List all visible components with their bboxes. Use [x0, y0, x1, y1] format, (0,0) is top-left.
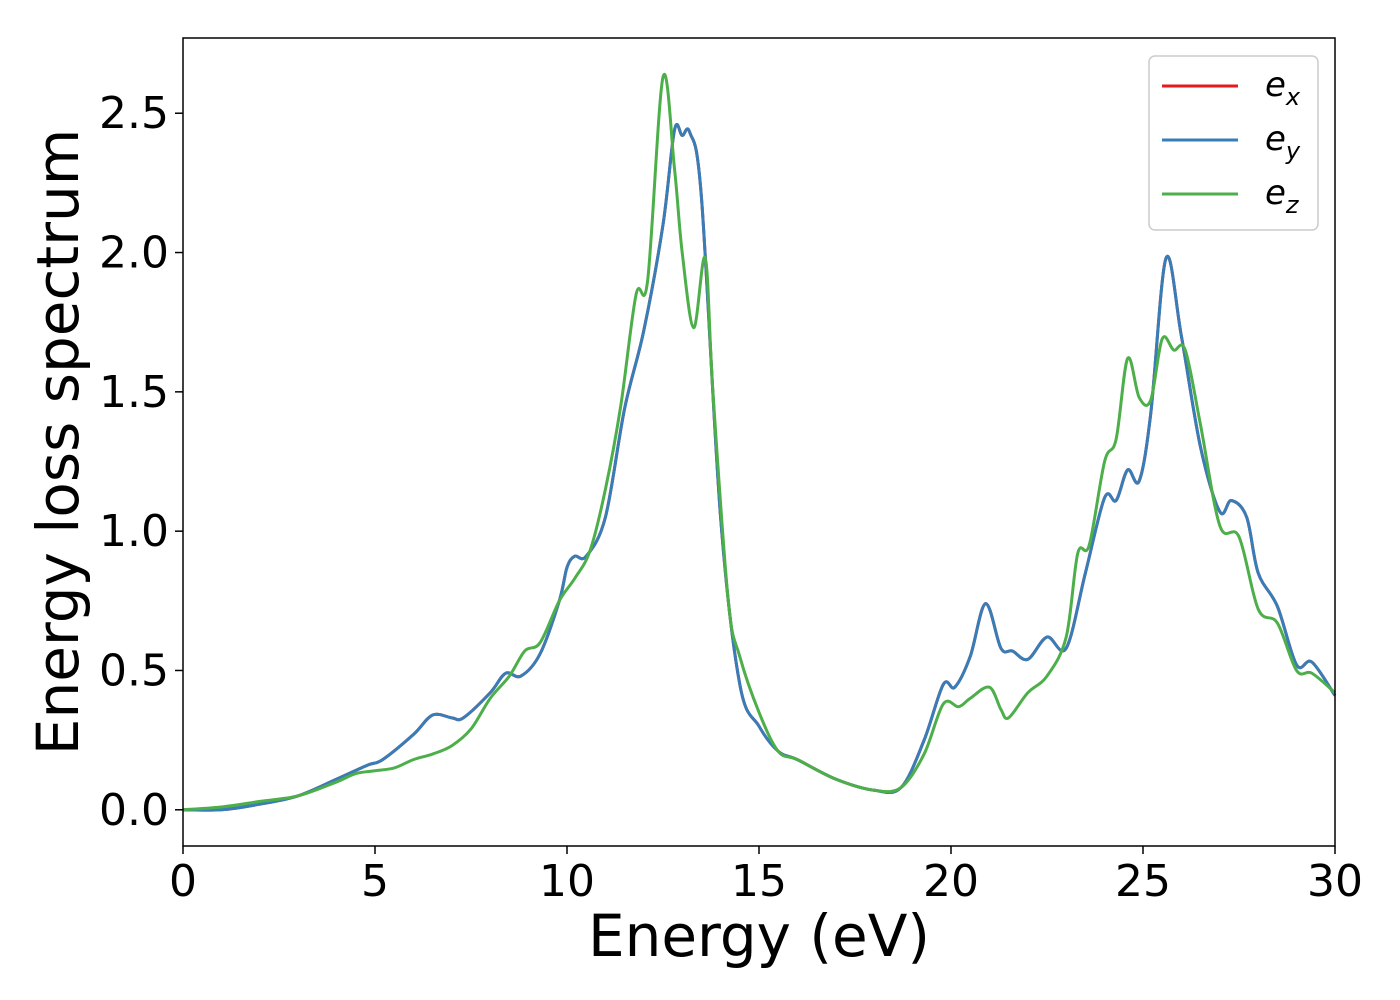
- y-tick-label: 0.5: [99, 645, 169, 696]
- x-tick-label: 15: [731, 856, 787, 907]
- x-tick-label: 20: [923, 856, 979, 907]
- x-axis-label: Energy (eV): [588, 902, 930, 970]
- x-tick-label: 30: [1307, 856, 1363, 907]
- series-line-e-z: [182, 72, 1336, 812]
- y-tick-label: 2.0: [99, 228, 169, 279]
- legend: ex ey ez: [1148, 55, 1319, 231]
- y-axis-ticks: 0.0 0.5 1.0 1.5 2.0 2.5: [99, 88, 183, 836]
- y-axis-label: Energy loss spectrum: [24, 129, 92, 755]
- legend-box: [1148, 55, 1319, 231]
- y-tick-label: 0.0: [99, 785, 169, 836]
- x-tick-label: 0: [169, 856, 197, 907]
- series-layer: [182, 72, 1337, 812]
- legend-label-e-y: ey: [1265, 119, 1301, 165]
- y-tick-label: 1.5: [99, 367, 169, 418]
- x-tick-label: 5: [361, 856, 389, 907]
- y-tick-label: 1.0: [99, 506, 169, 557]
- x-axis-ticks: 0 5 10 15 20 25 30: [169, 846, 1363, 907]
- legend-label-e-z: ez: [1265, 173, 1300, 219]
- y-tick-label: 2.5: [99, 88, 169, 139]
- legend-label-e-x: ex: [1265, 65, 1301, 111]
- x-tick-label: 25: [1115, 856, 1171, 907]
- x-tick-label: 10: [539, 856, 595, 907]
